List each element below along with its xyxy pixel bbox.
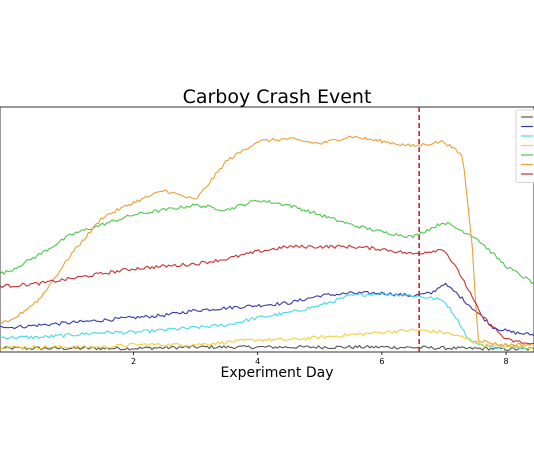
x-tick-label: 4 [255, 357, 260, 366]
series-line-1 [0, 344, 534, 351]
series-line-6 [0, 135, 534, 347]
legend [515, 109, 534, 183]
x-tick-label: 8 [504, 357, 509, 366]
series-line-7 [0, 244, 534, 345]
series-line-3 [0, 291, 534, 350]
x-axis-label: Experiment Day [221, 365, 334, 381]
x-axis: 2 4 6 8 [131, 352, 509, 366]
x-tick-label: 2 [131, 357, 136, 366]
plot-area-border [0, 106, 534, 353]
legend-box [515, 109, 534, 183]
series-line-4 [0, 328, 534, 350]
plot-frame [0, 106, 534, 353]
chart-title: Carboy Crash Event [183, 86, 372, 108]
series-line-5 [0, 199, 534, 285]
series-line-2 [0, 282, 534, 337]
x-tick-label: 6 [379, 357, 384, 366]
series-group [0, 135, 534, 351]
